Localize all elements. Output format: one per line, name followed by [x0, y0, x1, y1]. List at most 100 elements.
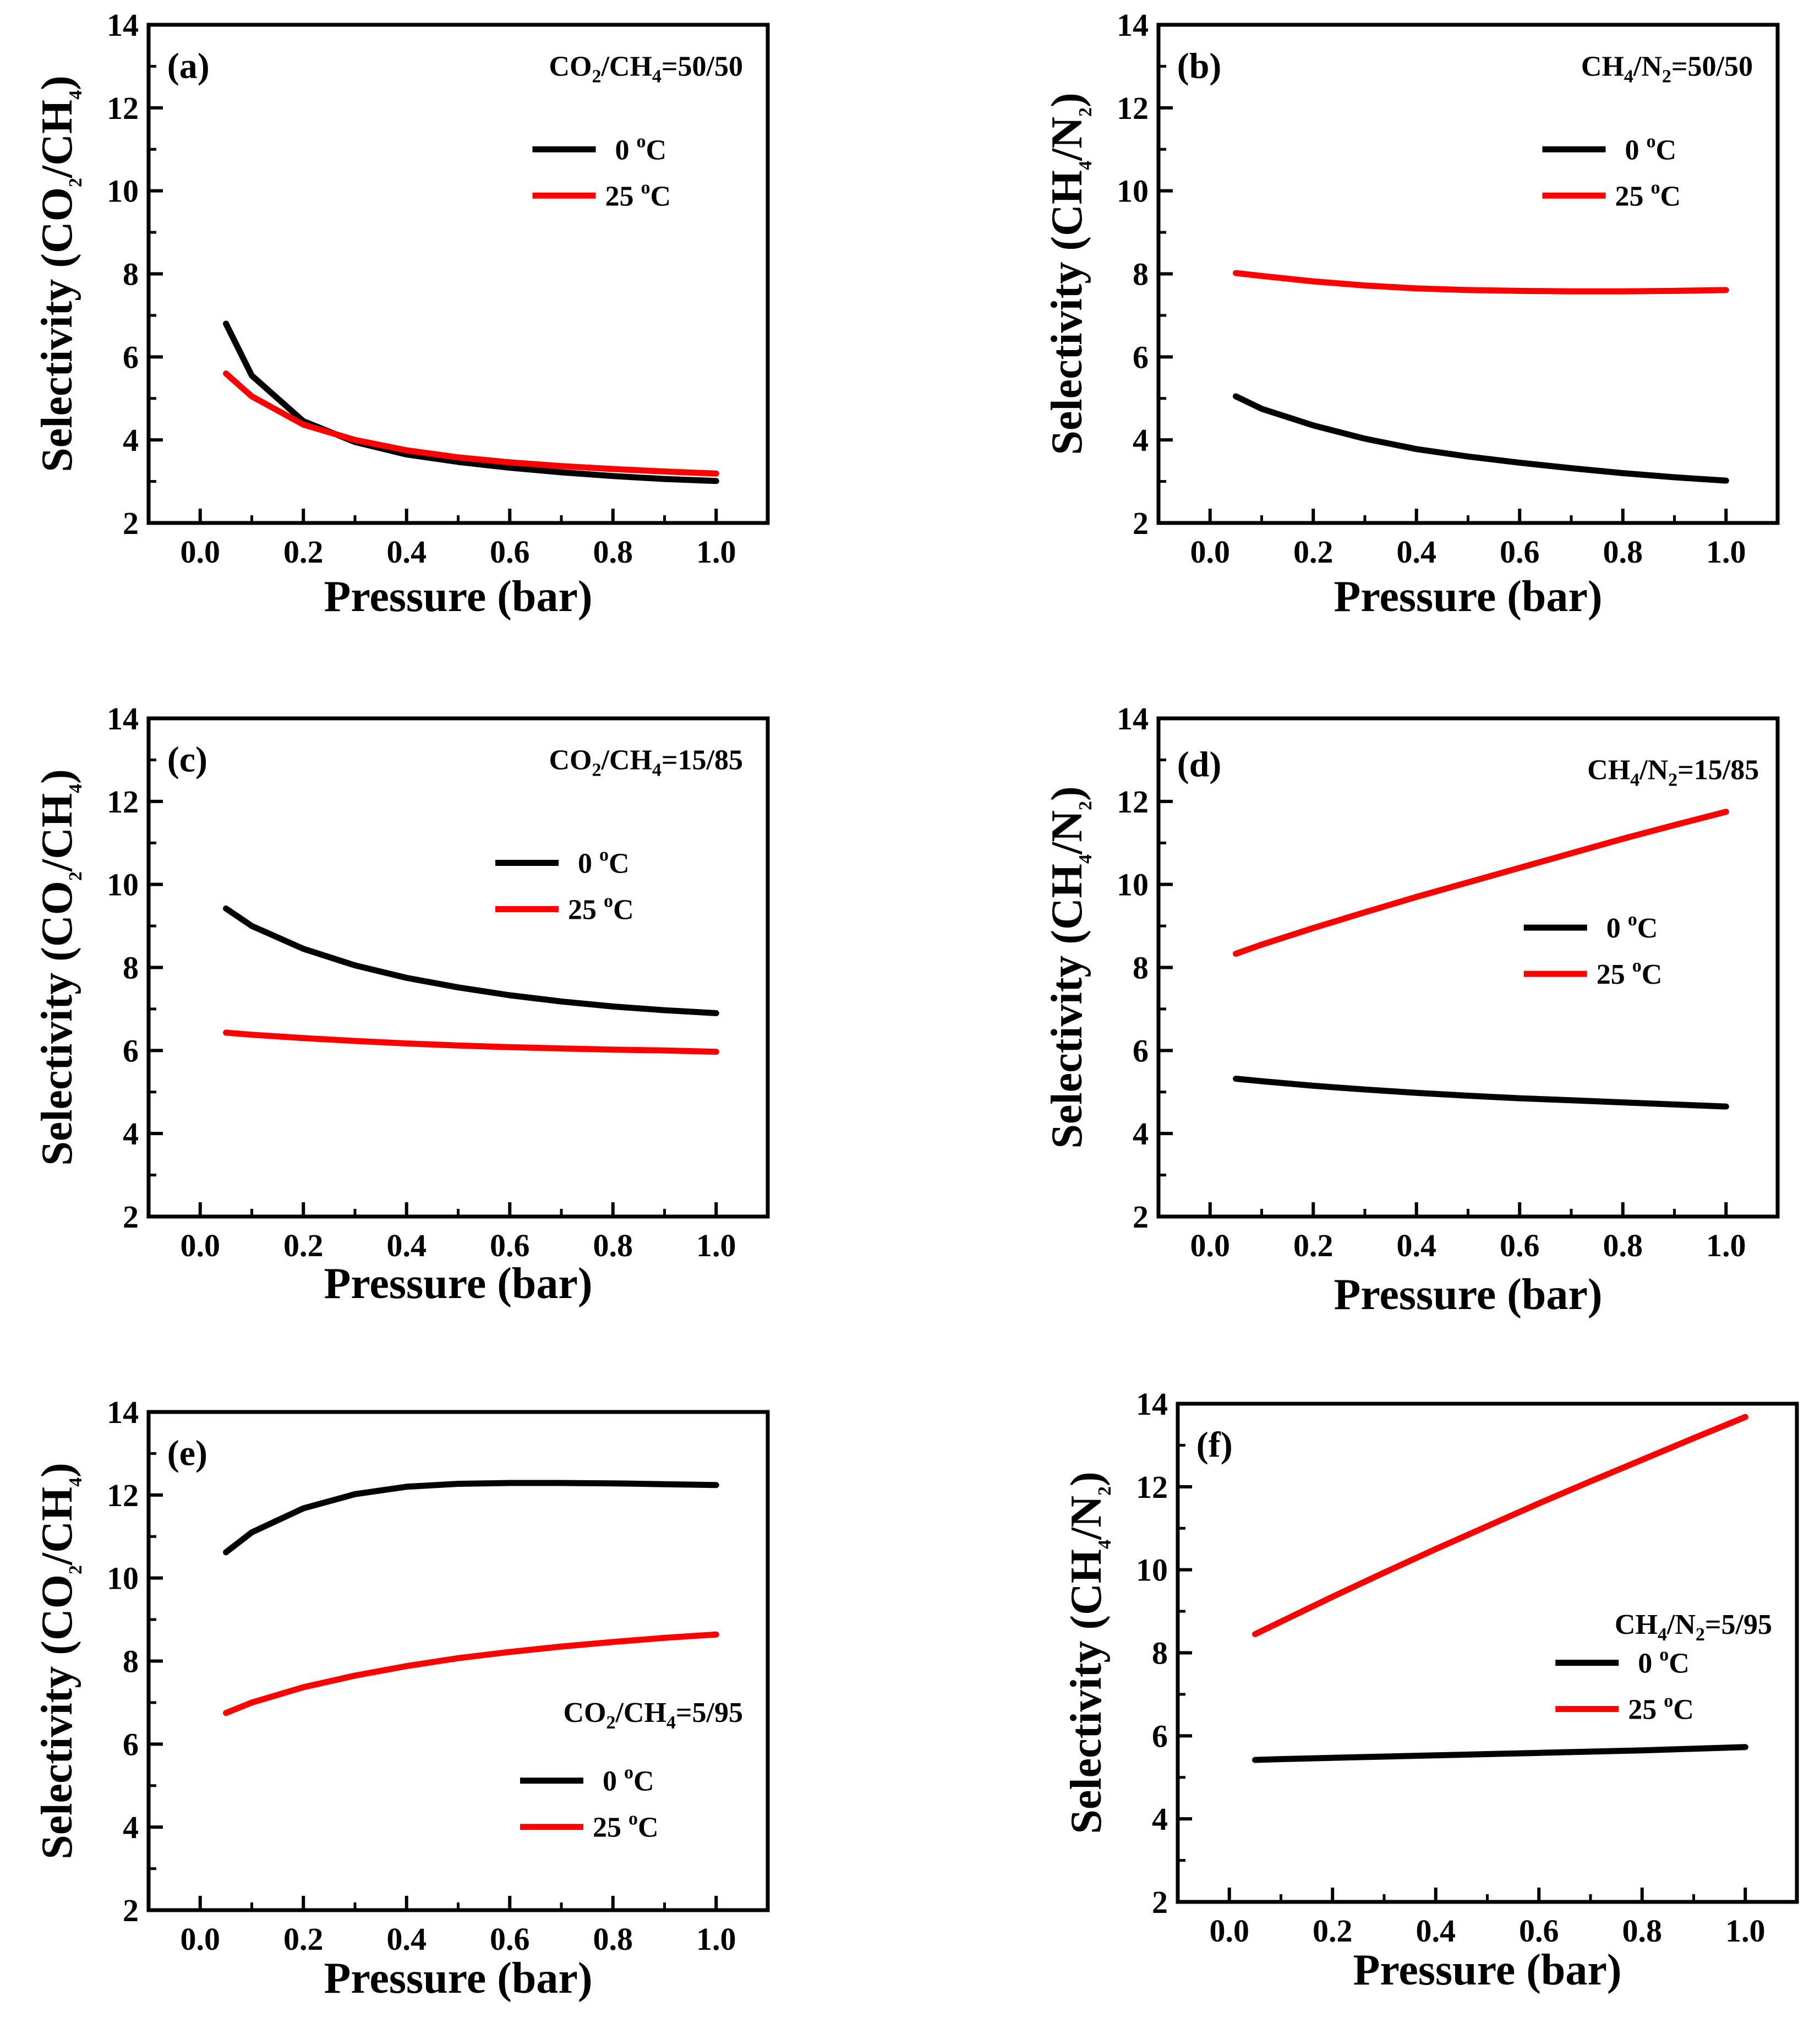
y-tick-label: 4 [123, 422, 139, 458]
series-line-0c [1252, 1744, 1748, 1763]
x-tick-label: 0.2 [283, 1921, 324, 1957]
x-tick-label: 0.6 [1519, 1913, 1559, 1949]
legend-label: 0 oC [578, 844, 630, 879]
y-tick-label: 10 [107, 1561, 139, 1596]
y-axis-title: Selectivity (CO2/CH4) [33, 75, 86, 472]
x-tick-label: 0.6 [490, 1921, 530, 1957]
legend-label: 25 oC [568, 891, 634, 925]
legend-label: 0 oC [603, 1763, 654, 1797]
x-tick-label: 0.2 [283, 1228, 324, 1263]
y-tick-label: 14 [1117, 701, 1149, 737]
panel-label: (e) [167, 1433, 207, 1473]
y-tick-label: 12 [107, 784, 139, 820]
legend-label: 25 oC [605, 177, 671, 212]
x-axis-title: Pressure (bar) [1333, 1270, 1602, 1319]
y-tick-label: 10 [1117, 867, 1149, 903]
y-tick-label: 12 [1117, 90, 1149, 126]
y-tick-label: 14 [107, 701, 139, 737]
x-tick-label: 0.6 [490, 534, 530, 570]
x-tick-label: 1.0 [1706, 534, 1746, 570]
series-line-25c [1233, 809, 1729, 957]
x-tick-label: 0.0 [181, 1921, 221, 1957]
y-tick-label: 14 [107, 1394, 139, 1430]
y-axis-title: Selectivity (CO2/CH4) [33, 769, 86, 1166]
x-tick-label: 0.8 [1603, 534, 1643, 570]
x-tick-label: 0.0 [1190, 1228, 1231, 1263]
series-line-25c [1252, 1414, 1748, 1638]
x-tick-label: 0.6 [490, 1228, 530, 1263]
panel-label: (f) [1196, 1425, 1233, 1465]
mixture-label: CO2/CH4=15/85 [549, 744, 743, 780]
y-tick-label: 2 [1152, 1884, 1168, 1920]
x-tick-label: 0.8 [593, 1921, 633, 1957]
y-tick-label: 12 [1117, 784, 1149, 820]
x-axis-title: Pressure (bar) [324, 1954, 592, 2003]
x-tick-label: 1.0 [696, 1228, 736, 1263]
series-line-0c [223, 905, 719, 1016]
mixture-label: CH4/N2=50/50 [1581, 51, 1753, 86]
panel-label: (a) [167, 46, 210, 86]
legend-label: 25 oC [1628, 1691, 1694, 1726]
plot-frame [1176, 1402, 1799, 1904]
x-tick-label: 0.8 [1603, 1228, 1643, 1263]
x-tick-label: 1.0 [696, 1921, 736, 1957]
mixture-label: CH4/N2=15/85 [1587, 755, 1759, 790]
y-tick-label: 12 [1136, 1469, 1168, 1505]
y-tick-label: 4 [123, 1809, 139, 1845]
y-tick-label: 12 [107, 1477, 139, 1513]
chart-panel-e: 0.0 0.2 0.4 0.6 0.8 1.0 2 4 6 8 10 12 14 Pressure (ba… [33, 1394, 770, 2003]
y-tick-label: 12 [107, 90, 139, 126]
y-tick-label: 4 [1133, 1116, 1149, 1152]
series-line-0c [223, 1480, 719, 1556]
chart-panel-c: 0.0 0.2 0.4 0.6 0.8 1.0 2 4 6 8 10 12 14 Pressure (ba… [33, 701, 770, 1308]
y-tick-label: 2 [123, 1199, 139, 1235]
y-tick-label: 6 [1133, 1033, 1149, 1068]
legend-label: 25 oC [593, 1809, 659, 1844]
x-tick-label: 0.2 [283, 534, 324, 570]
x-tick-label: 0.4 [387, 534, 427, 570]
mixture-label: CO2/CH4=50/50 [549, 51, 743, 86]
x-tick-label: 0.6 [1500, 534, 1540, 570]
y-axis-title: Selectivity (CH4/N2) [1062, 1471, 1115, 1834]
legend-label: 25 oC [1597, 956, 1663, 990]
y-tick-label: 14 [107, 7, 139, 43]
plot-frame [146, 716, 770, 1219]
x-tick-label: 0.2 [1313, 1913, 1353, 1949]
x-tick-label: 0.0 [181, 534, 221, 570]
chart-panel-b: 0.0 0.2 0.4 0.6 0.8 1.0 2 4 6 8 10 12 14 Pressure (ba… [1043, 7, 1780, 621]
y-tick-label: 8 [1152, 1635, 1168, 1671]
x-axis-title: Pressure (bar) [324, 1259, 592, 1308]
x-tick-label: 0.8 [593, 1228, 633, 1263]
y-axis-title: Selectivity (CH4/N2) [1043, 92, 1096, 455]
panel-label: (c) [167, 739, 207, 779]
series-line-0c [1233, 1076, 1729, 1110]
x-axis-title: Pressure (bar) [1333, 572, 1602, 621]
chart-panel-f: 0.0 0.2 0.4 0.6 0.8 1.0 2 4 6 8 10 12 14 Pressure (ba… [1062, 1386, 1799, 1994]
x-tick-label: 0.8 [593, 534, 633, 570]
y-tick-label: 4 [1133, 422, 1149, 458]
y-tick-label: 6 [1133, 339, 1149, 375]
y-tick-label: 8 [123, 257, 139, 292]
series-line-25c [223, 370, 719, 477]
x-tick-label: 0.4 [1416, 1913, 1456, 1949]
y-tick-label: 4 [123, 1116, 139, 1152]
mixture-label: CO2/CH4=5/95 [563, 1697, 743, 1733]
series-line-25c [223, 1029, 719, 1055]
y-tick-label: 2 [123, 505, 139, 541]
x-tick-label: 0.4 [1397, 534, 1437, 570]
x-tick-label: 0.2 [1293, 534, 1333, 570]
y-tick-label: 8 [123, 1644, 139, 1680]
x-tick-label: 0.0 [1210, 1913, 1250, 1949]
mixture-label: CH4/N2=5/95 [1615, 1609, 1772, 1645]
y-tick-label: 10 [1136, 1552, 1168, 1588]
x-tick-label: 1.0 [1706, 1228, 1746, 1263]
chart-panel-a: 0.0 0.2 0.4 0.6 0.8 1.0 2 4 6 8 10 12 14 Pressure (ba… [33, 7, 770, 621]
x-axis-title: Pressure (bar) [324, 572, 592, 621]
x-tick-label: 0.4 [1397, 1228, 1437, 1263]
x-tick-label: 0.0 [1190, 534, 1231, 570]
y-tick-label: 8 [1133, 257, 1149, 292]
series-line-25c [1233, 270, 1729, 295]
y-tick-label: 8 [123, 950, 139, 986]
chart-panel-d: 0.0 0.2 0.4 0.6 0.8 1.0 2 4 6 8 10 12 14 Pressure (ba… [1043, 701, 1780, 1319]
